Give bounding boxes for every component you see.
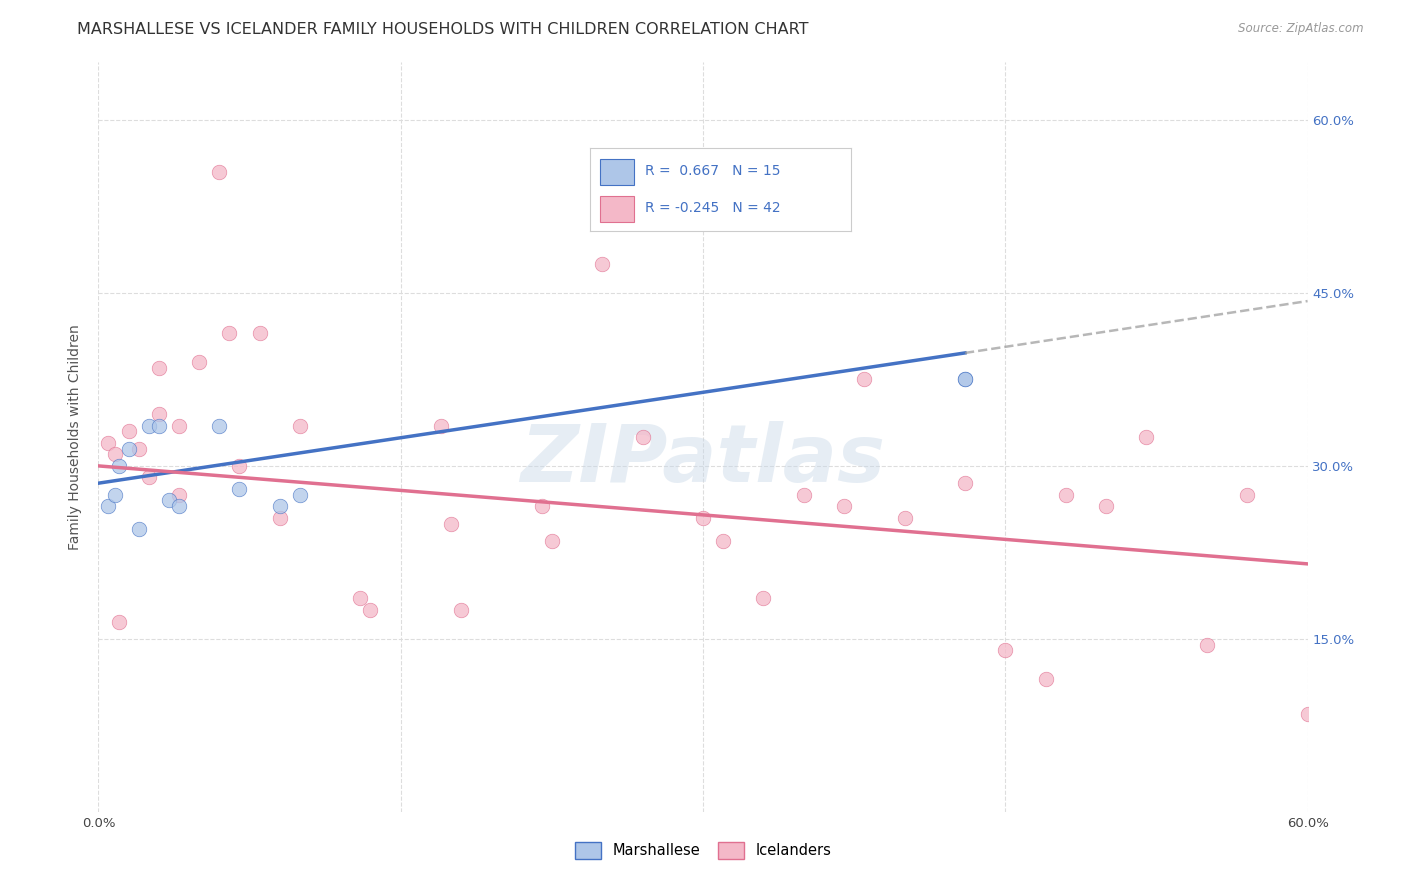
Point <box>953 372 976 386</box>
Point <box>1095 500 1118 514</box>
Point <box>167 418 190 433</box>
Point <box>249 326 271 341</box>
Point <box>157 493 180 508</box>
Point <box>530 500 553 514</box>
Point <box>167 500 190 514</box>
Text: R =  0.667   N = 15: R = 0.667 N = 15 <box>645 164 780 178</box>
Point <box>188 355 211 369</box>
Point <box>1035 672 1057 686</box>
Legend: Marshallese, Icelanders: Marshallese, Icelanders <box>568 836 838 864</box>
Point <box>288 488 311 502</box>
Point <box>1296 706 1319 721</box>
Point <box>269 500 291 514</box>
Text: Source: ZipAtlas.com: Source: ZipAtlas.com <box>1239 22 1364 36</box>
Point <box>103 447 125 461</box>
Point <box>953 476 976 491</box>
Point <box>208 418 231 433</box>
Point <box>1054 488 1077 502</box>
Point <box>138 418 160 433</box>
Point <box>218 326 240 341</box>
Point <box>793 488 815 502</box>
Point <box>138 470 160 484</box>
Point <box>128 442 150 456</box>
Point <box>97 500 120 514</box>
Point <box>208 165 231 179</box>
Point <box>430 418 453 433</box>
Point <box>591 257 613 271</box>
Point <box>440 516 463 531</box>
Point <box>107 615 129 629</box>
Bar <box>600 159 634 186</box>
Point <box>107 458 129 473</box>
Text: MARSHALLESE VS ICELANDER FAMILY HOUSEHOLDS WITH CHILDREN CORRELATION CHART: MARSHALLESE VS ICELANDER FAMILY HOUSEHOL… <box>77 22 808 37</box>
Point <box>450 603 472 617</box>
Point <box>631 430 654 444</box>
Point <box>148 407 170 421</box>
Point <box>269 510 291 524</box>
Point <box>540 533 562 548</box>
Point <box>228 482 250 496</box>
Point <box>752 591 775 606</box>
Point <box>103 488 125 502</box>
Point <box>148 418 170 433</box>
Point <box>953 372 976 386</box>
Point <box>148 360 170 375</box>
Point <box>692 510 714 524</box>
Point <box>853 372 876 386</box>
Text: ZIPatlas: ZIPatlas <box>520 420 886 499</box>
Point <box>118 425 141 439</box>
Point <box>97 435 120 450</box>
Y-axis label: Family Households with Children: Family Households with Children <box>69 324 83 550</box>
Point <box>832 500 855 514</box>
Point <box>128 522 150 536</box>
Point <box>1135 430 1157 444</box>
Text: R = -0.245   N = 42: R = -0.245 N = 42 <box>645 202 780 215</box>
Point <box>711 533 734 548</box>
Point <box>288 418 311 433</box>
Point <box>167 488 190 502</box>
Point <box>893 510 915 524</box>
Point <box>228 458 250 473</box>
Point <box>118 442 141 456</box>
Point <box>360 603 382 617</box>
Point <box>349 591 371 606</box>
Point <box>1195 638 1218 652</box>
Bar <box>600 196 634 222</box>
Point <box>994 643 1017 657</box>
Point <box>1236 488 1258 502</box>
